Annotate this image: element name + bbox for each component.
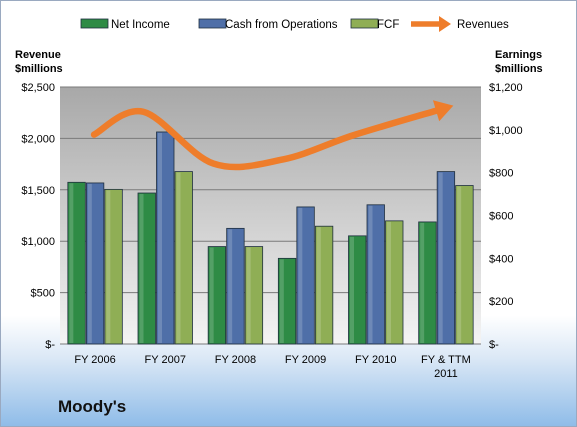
- revenues-arrowhead: [432, 100, 454, 122]
- legend-entry: FCF: [350, 18, 399, 31]
- bar: [314, 225, 334, 345]
- right-axis-title: $millions: [495, 63, 543, 75]
- legend-swatch: [80, 18, 109, 29]
- plot-area: [60, 87, 481, 344]
- right-tick-label: $1,200: [489, 82, 523, 94]
- legend-entry: Net Income: [80, 18, 170, 31]
- x-tick-label: FY & TTM: [421, 354, 471, 366]
- bar: [104, 188, 123, 345]
- bar: [418, 221, 437, 345]
- legend-label: FCF: [377, 19, 399, 31]
- legend: Net Income Cash from Operations FCF Revenue…: [80, 16, 509, 32]
- legend-entry: Revenues: [411, 16, 509, 32]
- right-axis-ticks: $- $200 $400 $600 $800 $1,000 $1,200: [489, 82, 523, 351]
- right-tick-label: $-: [489, 339, 499, 351]
- left-tick-label: $-: [45, 339, 55, 351]
- right-tick-label: $1,000: [489, 125, 523, 137]
- legend-label: Cash from Operations: [225, 19, 338, 31]
- right-tick-label: $400: [489, 253, 513, 265]
- right-axis-title: Earnings: [495, 49, 542, 61]
- bars: [67, 131, 474, 345]
- x-axis-labels: FY 2006 FY 2007 FY 2008 FY 2009 FY 2010 FY & …: [74, 354, 470, 380]
- bar: [385, 220, 404, 345]
- legend-label: Net Income: [111, 19, 170, 31]
- x-tick-label: FY 2010: [355, 354, 396, 366]
- left-axis-ticks: $- $500 $1,000 $1,500 $2,000 $2,500: [21, 82, 55, 351]
- x-tick-label: 2011: [434, 368, 458, 380]
- right-tick-label: $800: [489, 168, 513, 180]
- x-tick-label: FY 2008: [215, 354, 256, 366]
- bar: [137, 192, 156, 345]
- right-tick-label: $200: [489, 296, 513, 308]
- bar: [455, 185, 474, 345]
- left-tick-label: $500: [31, 288, 55, 300]
- left-tick-label: $2,500: [21, 82, 55, 94]
- left-axis-title: $millions: [15, 63, 63, 75]
- legend-label: Revenues: [457, 19, 509, 31]
- bar: [207, 246, 227, 345]
- left-tick-label: $2,000: [21, 133, 55, 145]
- legend-swatch: [198, 18, 227, 29]
- axis-titles: Revenue $millions Earnings $millions: [15, 49, 543, 75]
- bar: [156, 131, 175, 345]
- bar: [244, 246, 264, 345]
- legend-entry: Cash from Operations: [198, 18, 338, 31]
- x-tick-label: FY 2007: [145, 354, 186, 366]
- bar: [85, 182, 105, 345]
- left-tick-label: $1,500: [21, 185, 55, 197]
- bar: [67, 181, 86, 345]
- bar: [277, 257, 297, 345]
- left-axis-title: Revenue: [15, 49, 61, 61]
- x-tick-label: FY 2006: [74, 354, 115, 366]
- company-name: Moody's: [58, 397, 127, 416]
- x-tick-label: FY 2009: [285, 354, 326, 366]
- bar: [226, 227, 245, 345]
- bar: [366, 204, 385, 345]
- bar: [296, 206, 315, 345]
- gridlines: [60, 86, 481, 345]
- bar: [174, 171, 193, 345]
- bar: [348, 235, 367, 345]
- left-tick-label: $1,000: [21, 236, 55, 248]
- right-tick-label: $600: [489, 211, 513, 223]
- bar: [436, 171, 456, 345]
- legend-swatch: [350, 18, 379, 29]
- revenue-line: [90, 100, 454, 171]
